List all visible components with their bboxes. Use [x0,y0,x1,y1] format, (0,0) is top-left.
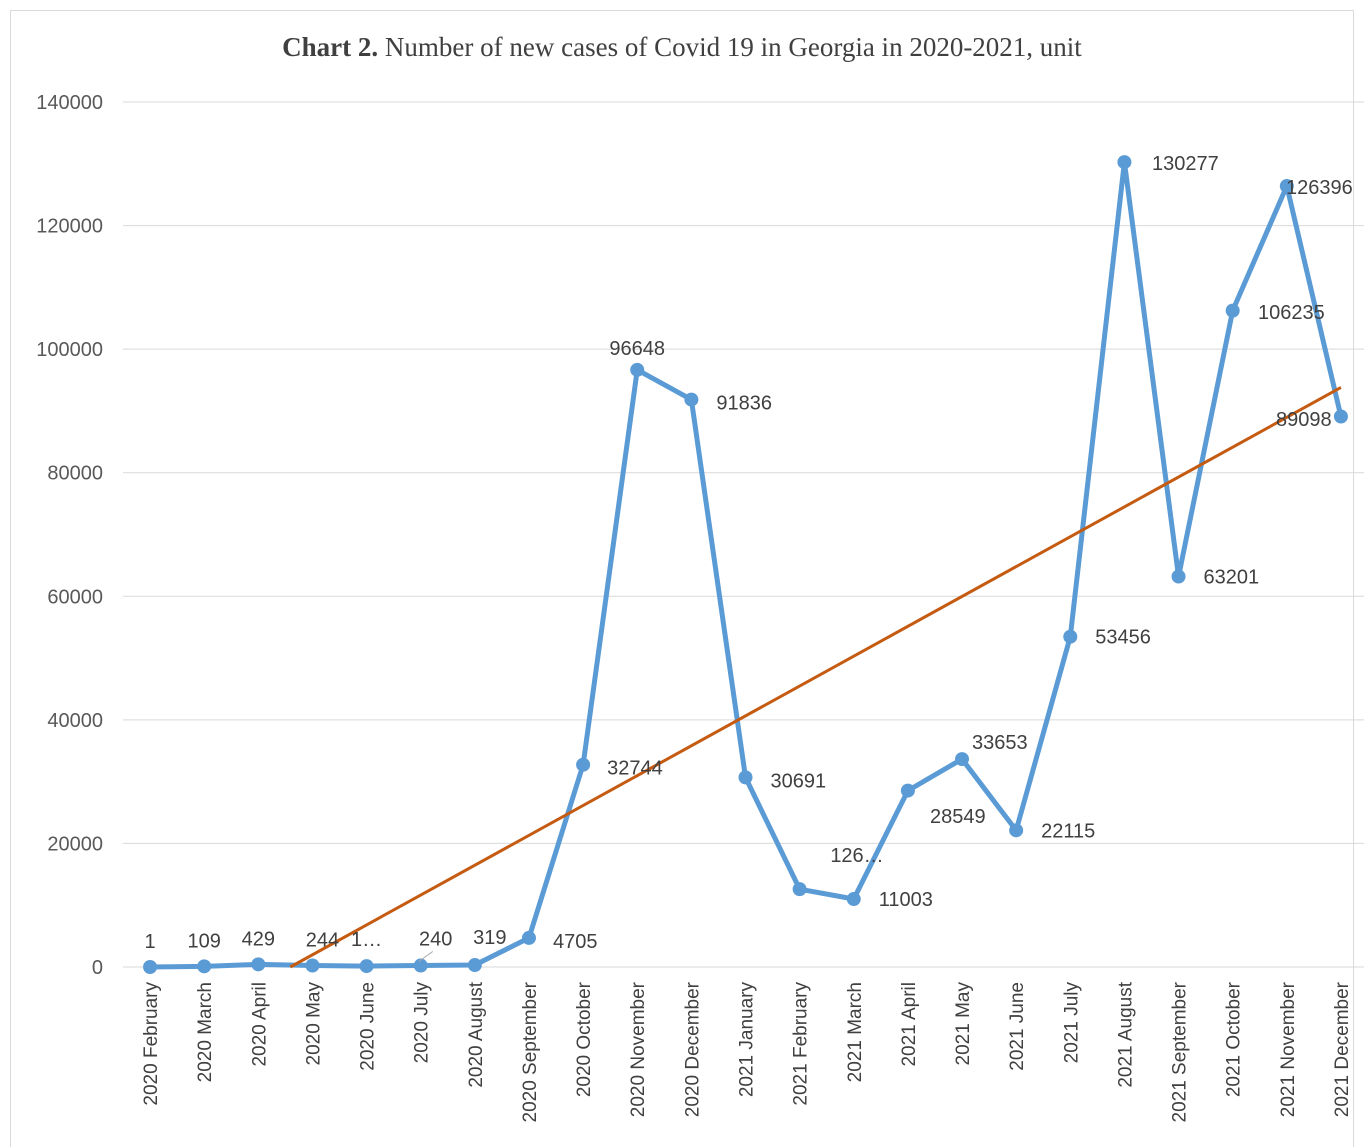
data-label: 4705 [553,931,598,953]
x-tick-label: 2021 February [791,982,812,1106]
x-tick-label: 2021 December [1332,981,1353,1117]
data-label: 319 [473,927,506,949]
trendline-path [289,386,1342,969]
data-point [359,959,374,974]
y-tick-label: 40000 [47,710,103,732]
x-axis-ticks: 2020 February 2020 March 2020 April 2020 Ma… [141,981,1353,1122]
y-tick-label: 140000 [36,92,103,114]
data-label: 109 [188,930,221,952]
data-label: 63201 [1204,567,1260,589]
x-tick-label: 2021 March [845,982,866,1082]
chart-title-bold: Chart 2. [282,32,379,62]
x-tick-label: 2020 June [358,982,379,1071]
data-label: 130277 [1152,153,1219,175]
y-tick-label: 100000 [36,339,103,361]
data-point [630,362,645,377]
data-point [792,882,807,897]
data-point [251,957,266,972]
x-tick-label: 2021 July [1061,982,1082,1064]
data-point [413,958,428,973]
x-tick-label: 2020 August [466,981,487,1087]
x-tick-label: 2020 November [628,981,649,1117]
data-label: 1 [145,931,156,953]
x-tick-label: 2020 April [249,982,270,1067]
data-label: 126… [830,845,883,867]
y-tick-label: 0 [92,957,103,979]
data-label: 240 [419,929,452,951]
data-point [900,783,915,798]
data-point [1333,409,1348,424]
x-tick-label: 2021 August [1115,981,1136,1087]
data-label: 91836 [716,393,772,415]
x-tick-label: 2021 January [737,982,758,1098]
x-tick-label: 2020 February [141,982,162,1106]
x-tick-label: 2020 July [412,982,433,1064]
data-label: 429 [242,928,275,950]
data-label: 126396 [1286,177,1353,199]
trendline [289,386,1342,969]
gridlines [123,101,1364,968]
chart-title: Chart 2. Number of new cases of Covid 19… [0,32,1364,63]
data-label: 32744 [607,758,663,780]
data-labels: 1 109 429 244 1… 240 319 4705 32744 96648 91836 306… [145,153,1353,962]
data-point [955,752,970,767]
data-point [684,392,699,407]
y-tick-label: 60000 [47,586,103,608]
data-point [1063,629,1078,644]
x-tick-label: 2020 December [682,981,703,1117]
data-label: 96648 [609,338,665,360]
data-label: 53456 [1095,627,1151,649]
data-point [1171,569,1186,584]
data-points [143,155,1348,974]
x-tick-label: 2021 September [1170,981,1191,1122]
x-tick-label: 2021 November [1278,981,1299,1117]
data-point [1117,155,1132,170]
x-tick-label: 2020 March [195,982,216,1082]
data-label: 89098 [1276,409,1332,431]
chart-frame [10,10,1354,1147]
data-point [521,930,536,945]
data-label: 106235 [1258,302,1325,324]
x-tick-label: 2021 April [899,982,920,1067]
y-tick-label: 20000 [47,833,103,855]
x-tick-label: 2020 May [303,982,324,1066]
data-point [1009,823,1024,838]
data-label: 33653 [972,732,1028,754]
series-line [150,159,1344,970]
data-point [1279,179,1294,194]
y-tick-label: 120000 [36,216,103,238]
data-point [197,959,212,974]
data-point [305,958,320,973]
data-label-leader [418,951,434,962]
data-label: 11003 [879,889,933,911]
data-point [467,958,482,973]
data-point [846,892,861,907]
data-label: 22115 [1041,820,1095,842]
data-point [576,757,591,772]
data-label: 30691 [771,770,827,792]
y-axis-ticks: 0 20000 40000 60000 80000 100000 120000 140000 [36,92,103,979]
data-point [143,959,158,974]
data-label: 1… [351,929,382,951]
data-point [738,770,753,785]
chart-title-text: Number of new cases of Covid 19 in Georg… [378,32,1082,62]
x-tick-label: 2021 October [1224,981,1245,1097]
data-label: 244 [306,929,339,951]
x-tick-label: 2020 September [520,981,541,1122]
y-tick-label: 80000 [47,463,103,485]
data-label: 28549 [930,806,986,828]
x-tick-label: 2021 May [953,982,974,1066]
series-cases [150,159,1344,970]
data-point [1225,303,1240,318]
x-tick-label: 2020 October [574,981,595,1097]
x-tick-label: 2021 June [1007,982,1028,1071]
